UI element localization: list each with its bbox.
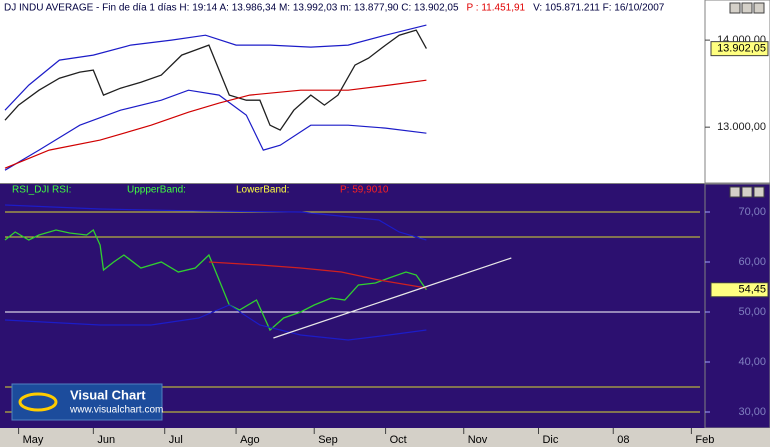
- close[interactable]: [753, 186, 765, 198]
- x-tick-label: Nov: [468, 434, 488, 446]
- y-tick-label: 13.000,00: [717, 121, 766, 133]
- logo-icon: [18, 392, 58, 412]
- series-line: [4, 89, 427, 171]
- y-tick-label: 40,00: [738, 356, 766, 368]
- x-tick-label: Oct: [390, 434, 407, 446]
- y-tick-label: 60,00: [738, 256, 766, 268]
- last-value-box: [710, 41, 769, 57]
- x-axis-panel: [0, 428, 770, 447]
- series-line: [4, 204, 427, 241]
- header-text: UppperBand:: [127, 185, 186, 196]
- x-tick-label: Feb: [695, 434, 714, 446]
- header-text: V: 105.871.211 F: 16/10/2007: [533, 3, 665, 14]
- series-line: [208, 261, 427, 289]
- window-buttons[interactable]: [729, 2, 765, 198]
- series-line: [273, 257, 512, 339]
- y-tick-label: 50,00: [738, 306, 766, 318]
- series-line: [4, 24, 427, 111]
- series-line: [4, 29, 427, 131]
- series-line: [4, 228, 427, 332]
- x-tick-label: Jun: [97, 434, 115, 446]
- maximize[interactable]: [741, 2, 753, 14]
- price-panel: [0, 0, 705, 183]
- header-text: DJ INDU AVERAGE - Fin de día 1 días H: 1…: [4, 3, 459, 14]
- minimize[interactable]: [729, 186, 741, 198]
- header-text: RSI_DJI RSI:: [12, 185, 71, 196]
- rsi-axis-panel: [704, 183, 770, 429]
- x-tick-label: Jul: [169, 434, 183, 446]
- x-tick-label: 08: [617, 434, 629, 446]
- last-value-label: 13.902,05: [717, 43, 766, 55]
- logo: Visual Chart www.visualchart.com: [11, 383, 163, 421]
- minimize[interactable]: [729, 2, 741, 14]
- series-line: [4, 79, 427, 169]
- series-line: [4, 304, 427, 341]
- header-text: P : 11.451,91: [467, 3, 526, 14]
- header-text: P: 59,9010: [340, 185, 389, 196]
- x-tick-label: Sep: [318, 434, 338, 446]
- maximize[interactable]: [741, 186, 753, 198]
- header-text: LowerBand:: [236, 185, 289, 196]
- x-tick-label: Dic: [542, 434, 558, 446]
- x-tick-label: May: [23, 434, 44, 446]
- y-tick-label: 30,00: [738, 406, 766, 418]
- last-value-box: [710, 282, 769, 298]
- logo-url: www.visualchart.com: [69, 405, 163, 416]
- x-tick-label: Ago: [240, 434, 260, 446]
- logo-title: Visual Chart: [70, 387, 146, 402]
- y-tick-label: 70,00: [738, 206, 766, 218]
- price-axis-panel: [704, 0, 770, 184]
- close[interactable]: [753, 2, 765, 14]
- last-value-label: 54,45: [738, 284, 766, 296]
- logo-box: [11, 383, 163, 421]
